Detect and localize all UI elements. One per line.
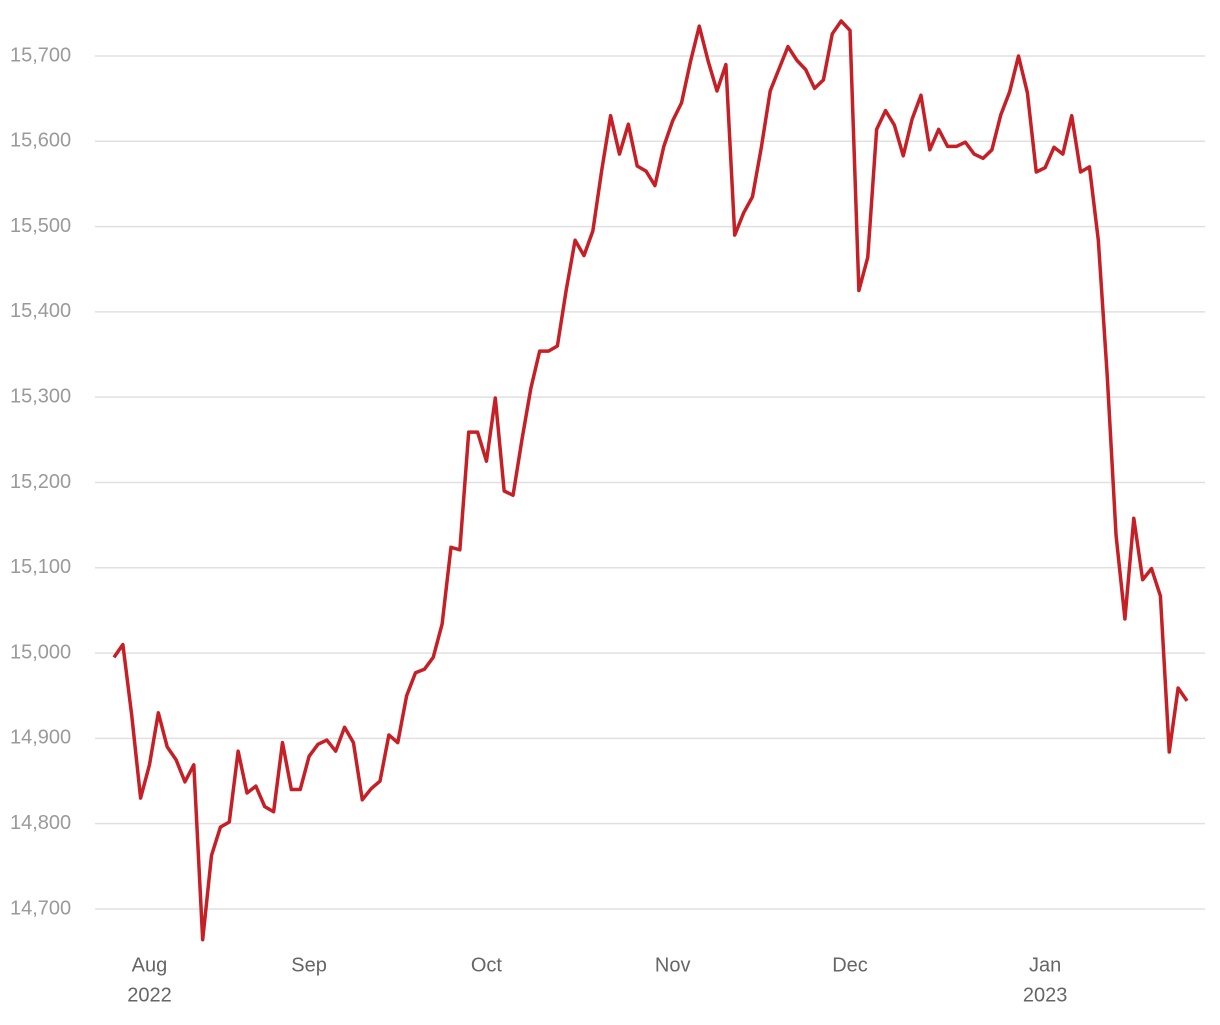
y-tick-label: 14,700 bbox=[10, 897, 71, 919]
y-tick-label: 15,200 bbox=[10, 471, 71, 493]
y-tick-label: 14,800 bbox=[10, 812, 71, 834]
line bbox=[112, 19, 1189, 942]
y-tick-label: 15,000 bbox=[10, 641, 71, 663]
x-year-label: 2023 bbox=[1023, 984, 1068, 1006]
y-tick-label: 14,900 bbox=[10, 727, 71, 749]
x-tick-label: Sep bbox=[291, 954, 327, 976]
y-tick-label: 15,300 bbox=[10, 385, 71, 407]
x-tick-label: Aug bbox=[132, 954, 168, 976]
y-tick-label: 15,600 bbox=[10, 130, 71, 152]
x-year-label: 2022 bbox=[127, 984, 172, 1006]
x-tick-label: Nov bbox=[655, 954, 691, 976]
x-tick-label: Jan bbox=[1029, 954, 1061, 976]
x-tick-label: Oct bbox=[471, 954, 503, 976]
y-tick-label: 15,700 bbox=[10, 44, 71, 66]
y-tick-label: 15,100 bbox=[10, 556, 71, 578]
x-tick-label: Dec bbox=[832, 954, 868, 976]
y-tick-label: 15,400 bbox=[10, 300, 71, 322]
y-tick-label: 15,500 bbox=[10, 215, 71, 237]
